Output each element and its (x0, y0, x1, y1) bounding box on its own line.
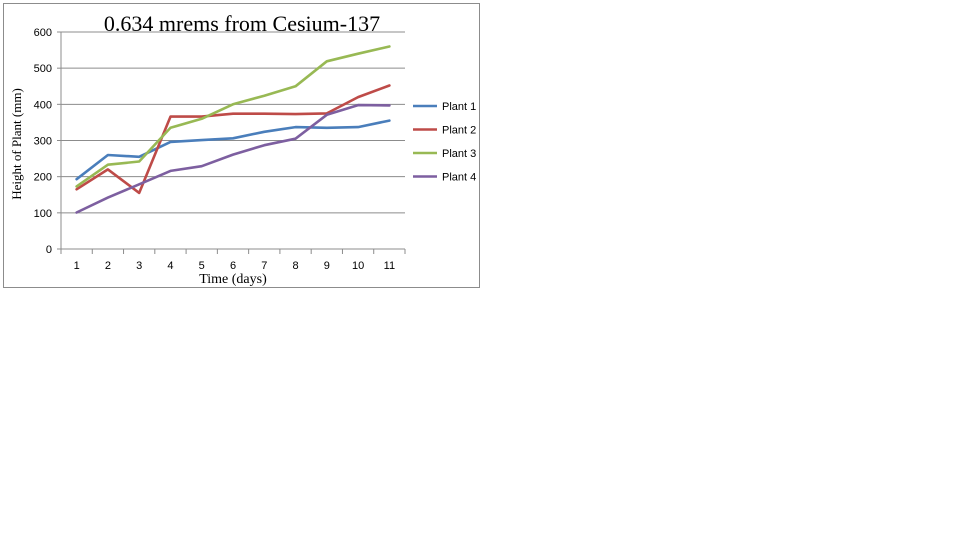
legend-label: Plant 4 (442, 172, 476, 184)
x-tick-label: 2 (105, 260, 111, 272)
y-axis-label: Height of Plant (mm) (9, 88, 24, 200)
series-lines (75, 45, 391, 214)
y-tick-label: 600 (34, 27, 52, 39)
series-line-4 (75, 103, 391, 214)
x-tick-label: 11 (384, 260, 395, 272)
legend-label: Plant 1 (442, 101, 476, 113)
x-axis-label: Time (days) (199, 272, 267, 287)
x-tick-label: 8 (292, 260, 298, 272)
x-tick-label: 9 (324, 260, 330, 272)
x-tick-label: 10 (352, 260, 364, 272)
line-chart: 0.634 mrems from Cesium-137 Height of Pl… (9, 11, 476, 287)
x-tick-label: 6 (230, 260, 236, 272)
x-tick-label: 3 (136, 260, 142, 272)
series-line-2 (75, 84, 391, 195)
x-tick-label: 7 (261, 260, 267, 272)
series-line-1 (75, 119, 391, 181)
y-tick-label: 400 (34, 99, 52, 111)
legend-label: Plant 3 (442, 148, 476, 160)
axes: 0 100 200 300 400 500 600 1 2 3 4 5 6 7 8 9 10 11 (34, 27, 406, 272)
y-tick-label: 0 (46, 244, 52, 256)
chart-frame: 0.634 mrems from Cesium-137 Height of Pl… (3, 3, 480, 288)
y-tick-label: 300 (34, 136, 52, 148)
legend: Plant 1 Plant 2 Plant 3 Plant 4 (413, 101, 476, 184)
legend-label: Plant 2 (442, 125, 476, 137)
y-tick-label: 200 (34, 172, 52, 184)
y-tick-label: 500 (34, 63, 52, 75)
x-tick-label: 1 (74, 260, 80, 272)
x-tick-label: 5 (199, 260, 205, 272)
x-tick-label: 4 (167, 260, 173, 272)
series-line-3 (75, 45, 391, 188)
gridlines (61, 31, 405, 214)
y-tick-label: 100 (34, 208, 52, 220)
